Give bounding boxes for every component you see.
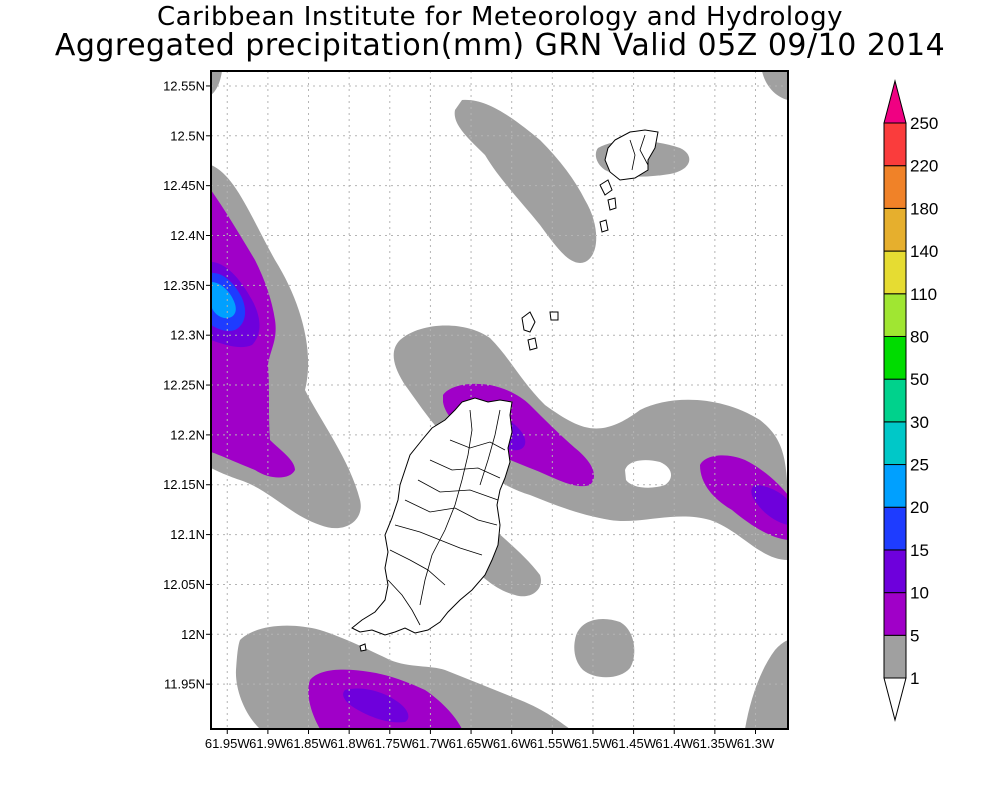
interior-boundaries <box>387 134 649 626</box>
x-tick-label: 61.7W <box>412 736 450 751</box>
colorbar-segment <box>883 464 907 508</box>
x-tick-label: 61.4W <box>655 736 693 751</box>
colorbar-segment <box>883 634 907 679</box>
colorbar-segment <box>883 421 907 466</box>
y-tick-label: 12.25N <box>163 378 205 393</box>
colorbar-segment <box>883 207 907 252</box>
ronde-islet-2 <box>527 337 538 351</box>
y-tick-label: 12.05N <box>163 577 205 592</box>
colorbar-label: 25 <box>910 456 929 475</box>
x-tick-label: 61.9W <box>249 736 287 751</box>
colorbar-over-triangle <box>883 79 907 124</box>
colorbar-label: 30 <box>910 413 929 432</box>
x-tick-label: 61.45W <box>611 736 657 751</box>
y-tick-label: 12.3N <box>170 328 205 343</box>
colorbar-segment <box>883 549 907 594</box>
y-tick-label: 11.95N <box>164 677 205 692</box>
colorbar-label: 20 <box>910 498 929 517</box>
coastlines <box>351 129 659 652</box>
x-tick-label: 61.55W <box>530 736 576 751</box>
precip-hole-east <box>625 460 672 488</box>
x-tick-label: 61.95W <box>205 736 251 751</box>
precip-band-north <box>454 99 597 263</box>
precip-cyan-west <box>211 282 236 319</box>
y-tick-label: 12.5N <box>170 128 205 143</box>
x-tick-label: 61.85W <box>286 736 332 751</box>
chart-title: Caribbean Institute for Meteorology and … <box>157 2 843 32</box>
colorbar-label: 180 <box>910 199 938 218</box>
y-tick-label: 12.2N <box>170 427 205 442</box>
precip-violet-south <box>343 688 409 723</box>
colorbar-label: 50 <box>910 370 929 389</box>
colorbar-label: 10 <box>910 584 929 603</box>
colorbar-label: 5 <box>910 626 919 645</box>
y-tick-label: 12.55N <box>163 78 205 93</box>
islet-south <box>359 643 367 652</box>
y-tick-label: 12.15N <box>163 477 205 492</box>
map-grid <box>211 71 788 729</box>
map-frame <box>210 70 789 730</box>
x-tick-label: 61.75W <box>367 736 413 751</box>
precip-purple-east <box>700 455 788 540</box>
precip-20-25mm-areas <box>211 282 236 319</box>
y-tick-label: 12.45N <box>163 178 205 193</box>
grenadine-islet-3 <box>599 219 609 233</box>
y-axis-ticks: 12.55N 12.5N 12.45N 12.4N 12.35N 12.3N 12.25N 1… <box>163 78 211 692</box>
colorbar-segment <box>883 506 907 551</box>
colorbar-segment <box>883 122 907 167</box>
grenadine-islet-2 <box>607 197 617 211</box>
colorbar-label: 80 <box>910 327 929 346</box>
colorbar-segment <box>883 165 907 209</box>
y-tick-label: 12.4N <box>170 228 205 243</box>
x-tick-label: 61.65W <box>449 736 495 751</box>
colorbar-segment <box>883 335 907 380</box>
grenadine-islet-1 <box>599 179 613 196</box>
colorbar-label: 140 <box>910 242 938 261</box>
x-tick-label: 61.3W <box>737 736 775 751</box>
y-tick-label: 12.35N <box>163 278 205 293</box>
colorbar-label: 250 <box>910 114 938 133</box>
colorbar-segment <box>883 250 907 295</box>
colorbar-label: 220 <box>910 157 938 176</box>
colorbar-segment <box>883 378 907 423</box>
grenada-island-outline <box>351 397 513 636</box>
x-tick-label: 61.8W <box>330 736 368 751</box>
precip-band-central <box>393 325 788 560</box>
precip-patch-south-round <box>574 619 635 678</box>
x-tick-label: 61.5W <box>574 736 612 751</box>
ronde-island-outline <box>521 311 536 333</box>
x-tick-label: 61.35W <box>692 736 738 751</box>
y-tick-label: 12N <box>181 627 205 642</box>
x-tick-label: 61.6W <box>493 736 531 751</box>
colorbar-label: 1 <box>910 669 919 688</box>
colorbar-under-triangle <box>883 677 907 722</box>
colorbar-segment <box>883 293 907 337</box>
y-tick-label: 12.1N <box>170 527 205 542</box>
precip-violet-east <box>751 485 788 525</box>
x-axis-ticks: 61.95W 61.9W 61.85W 61.8W 61.75W 61.7W 61.65W 6… <box>205 729 775 751</box>
caille-islet <box>549 311 559 321</box>
precip-band-southeast-edge <box>745 640 788 729</box>
colorbar-segment <box>883 592 907 636</box>
carriacou-outline <box>604 129 659 181</box>
chart-subtitle: Aggregated precipitation(mm) GRN Valid 0… <box>54 28 946 63</box>
precip-corner-nw <box>211 71 222 95</box>
colorbar-label: 110 <box>910 285 937 304</box>
colorbar-label: 15 <box>910 541 929 560</box>
